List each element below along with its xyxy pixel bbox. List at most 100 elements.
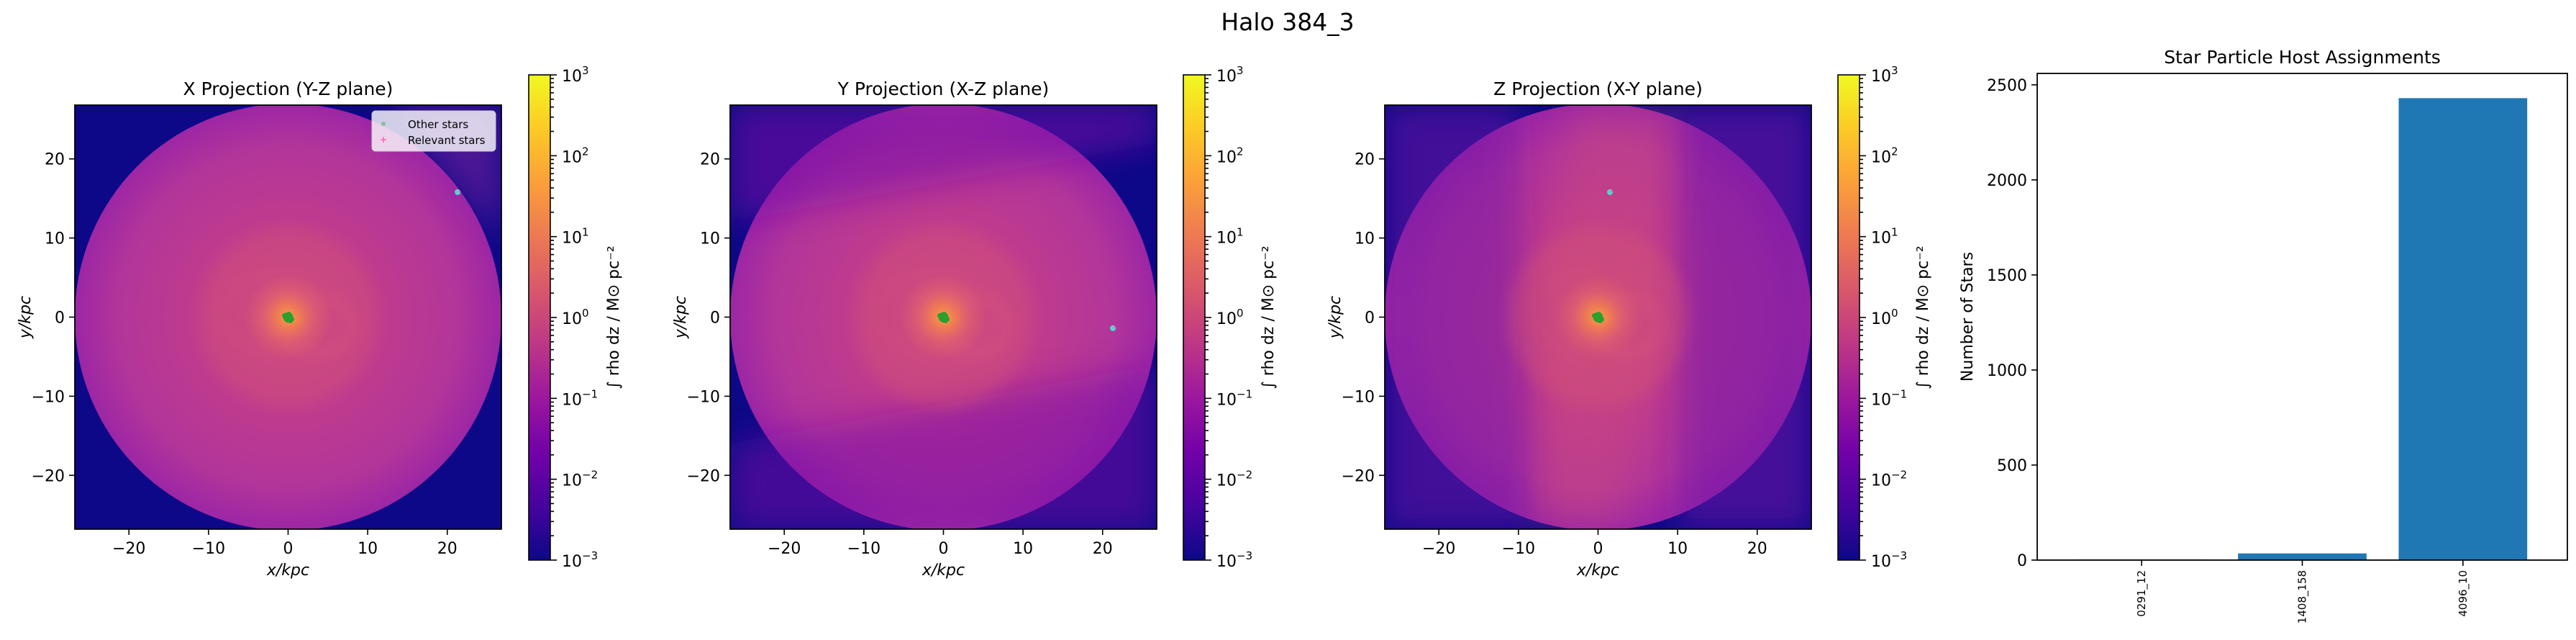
y-tick-label: −10 [1342,388,1375,406]
z-projection-xlabel: x/kpc [1576,562,1619,580]
bar-chart-title: Star Particle Host Assignments [2164,47,2441,68]
y-tick-label: 0 [55,310,65,328]
x-tick-label: −20 [112,540,145,558]
colorbar-tick-label: 10−1 [1871,387,1907,409]
x-tick-label: −20 [768,540,801,558]
low-density-band [1678,105,1811,529]
z-projection-ylabel: y/kpc [1326,296,1344,339]
z-projection-panel: Z Projection (X-Y plane) x/kpc y/kpc −20… [1326,78,1812,580]
x-tick-label: 20 [1747,540,1767,558]
shell-structure [873,272,980,353]
colorbar-tick-label: 10−2 [1871,469,1907,490]
legend-box [371,110,496,152]
low-density-band [730,105,1157,222]
axes-frame [2036,73,2568,561]
y-tick-label: 20 [45,151,65,169]
relevant-star-marker [458,190,460,193]
y-projection-colorbar: ∫ rho dz / M⊙ pc⁻² 103 102 101 100 10−1 10−2 1… [1183,64,1278,571]
y-tick-label: 20 [700,151,720,169]
low-density-band [730,364,1157,529]
colorbar-gradient [1183,74,1206,561]
y-projection-title: Y Projection (X-Z plane) [837,78,1050,99]
relevant-star-marker [1610,190,1613,193]
y-tick-label: −20 [32,467,65,485]
x-tick-label: 0 [939,540,949,558]
x-tick-label: 10 [1013,540,1033,558]
x-tick-label: 10 [358,540,378,558]
x-tick-label: 0 [1593,540,1603,558]
other-star-marker [282,313,287,318]
z-projection-title: Z Projection (X-Y plane) [1493,78,1703,99]
projection-image [730,105,1157,529]
x-tick-label: 20 [1093,540,1113,558]
x-projection-panel: X Projection (Y-Z plane) x/kpc y/kpc −20… [17,78,502,580]
y-tick-label: −10 [687,388,720,406]
colorbar-tick-label: 10−1 [1216,387,1252,409]
y-tick-label: 10 [700,230,720,248]
projection-image [75,105,501,529]
z-projection-colorbar: ∫ rho dz / M⊙ pc⁻² 103 102 101 100 10−1 10−2 1… [1837,64,1932,571]
y-tick-label: 2500 [1987,77,2027,95]
other-star-marker [286,312,291,317]
y-tick-label: 1500 [1987,267,2027,285]
colorbar-tick-label: 10−2 [1216,469,1252,490]
colorbar-tick-label: 10−3 [1216,549,1252,571]
projection-image [1385,105,1811,529]
other-star-marker [942,312,947,317]
colorbar-tick-label: 10−3 [562,549,598,571]
other-star-marker [1596,312,1601,317]
x-tick-label: 10 [1667,540,1688,558]
colorbar-tick-label: 10−3 [1871,549,1907,571]
colorbar-label: ∫ rho dz / M⊙ pc⁻² [1260,245,1278,389]
x-projection-ylabel: y/kpc [17,296,35,339]
bar-4096_10 [2398,98,2528,560]
y-projection-panel: Y Projection (X-Z plane) x/kpc y/kpc −20… [672,78,1157,580]
shell-structure [1528,272,1634,353]
bar-1408_158 [2238,553,2367,560]
y-tick-label: −20 [1342,467,1375,485]
colorbar-tick-label: 103 [1216,64,1244,86]
colorbar-tick-label: 101 [562,226,589,248]
other-stars-legend-label: Other stars [408,118,468,131]
relevant-stars-legend-marker [381,137,386,143]
colorbar-tick-label: 101 [1871,226,1898,248]
x-tick-label: 20 [437,540,458,558]
y-tick-label: −10 [32,388,65,406]
y-tick-label: 0 [2017,552,2027,570]
colorbar-gradient [528,74,551,561]
colorbar-label: ∫ rho dz / M⊙ pc⁻² [605,245,623,389]
y-tick-label: 0 [1365,310,1375,328]
y-tick-label: 20 [1355,151,1375,169]
x-tick-label: 0291_12 [2135,570,2149,617]
shell-structure [218,272,324,353]
colorbar-tick-label: 102 [562,145,589,166]
colorbar-tick-label: 100 [1216,307,1244,328]
colorbar-tick-label: 103 [1871,64,1898,86]
colorbar-label: ∫ rho dz / M⊙ pc⁻² [1914,245,1932,389]
x-tick-label: 4096_10 [2457,570,2470,617]
other-stars-legend-marker [381,122,386,126]
x-tick-label: −20 [1422,540,1455,558]
figure-title: Halo 384_3 [1221,8,1354,36]
colorbar-tick-label: 100 [1871,307,1898,328]
colorbar-tick-label: 100 [562,307,589,328]
other-star-marker [943,318,948,323]
x-projection-xlabel: x/kpc [266,562,309,580]
x-tick-label: −10 [192,540,225,558]
y-projection-ylabel: y/kpc [672,296,690,339]
x-tick-label: 1408_158 [2296,570,2310,623]
colorbar-tick-label: 10−1 [562,387,598,409]
relevant-stars-legend-label: Relevant stars [408,134,486,147]
colorbar-tick-label: 102 [1216,145,1244,166]
relevant-star-marker [1113,326,1116,329]
colorbar-tick-label: 10−2 [562,469,598,490]
host-assignments-panel: Star Particle Host Assignments Number of… [1959,47,2568,623]
x-projection-colorbar: ∫ rho dz / M⊙ pc⁻² 103 102 101 100 10−1 10−2 1… [528,64,623,571]
stars-legend: Other stars Relevant stars [371,110,496,152]
x-projection-title: X Projection (Y-Z plane) [183,78,393,99]
colorbar-tick-label: 102 [1871,145,1898,166]
y-tick-label: 2000 [1987,172,2027,190]
y-tick-label: 500 [1997,457,2027,475]
bar-chart-ylabel: Number of Stars [1959,252,1977,382]
